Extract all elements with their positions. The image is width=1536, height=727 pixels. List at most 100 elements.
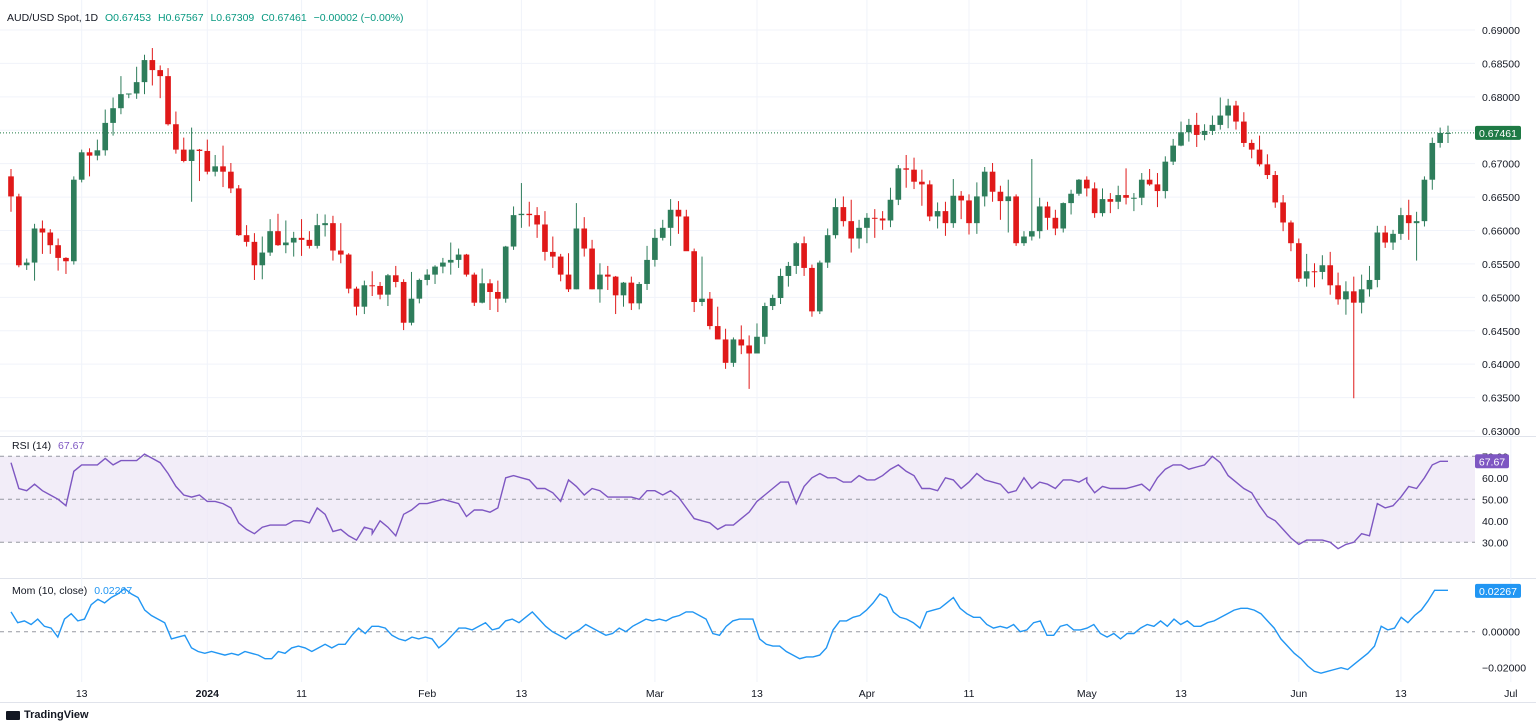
candle-body [1366,279,1373,290]
rsi-band [0,455,1475,633]
candle-body [267,231,273,253]
time-tick-label: May [1077,688,1098,700]
candle-body [730,339,737,363]
candle-body [1335,285,1341,300]
candle-body [1295,243,1302,279]
candle-body [699,298,705,303]
time-tick-label: 13 [751,688,763,700]
candle-body [1005,196,1012,202]
price-tick-label: 0.63000 [1482,426,1520,438]
close-value: C0.67461 [261,12,307,24]
candle-body [1374,232,1381,280]
candle-body [47,232,54,246]
candle-body [785,265,792,276]
candle-body [942,211,949,224]
candle-body [1068,193,1074,204]
candle-body [283,242,289,246]
time-tick-label: 13 [516,688,528,700]
candle-body [275,231,281,246]
candle-body [455,254,462,260]
candle-body [652,237,658,260]
rsi-header: RSI (14) 67.67 [12,440,84,452]
candle-body [926,184,933,217]
candle-body [188,149,195,161]
time-tick-label: Mar [646,688,665,700]
candle-body [1091,188,1098,214]
candle-body [1437,132,1443,143]
candle-body [1405,215,1412,224]
candle-body [1311,271,1318,273]
candle-body [63,257,69,262]
candle-body [1248,142,1255,150]
candle-body [746,345,752,354]
price-tick-label: 0.69000 [1482,25,1520,37]
candle-body [1083,179,1090,189]
candle-body [542,224,548,252]
tradingview-logo[interactable]: TradingView [6,709,89,721]
tradingview-logo-text: TradingView [24,709,89,721]
candle-body [353,288,360,307]
candle-body [204,150,211,172]
candle-body [526,213,533,216]
candle-body [133,82,140,94]
candle-body [306,239,313,246]
price-tick-label: 0.66000 [1482,226,1520,238]
candle-body [628,282,635,304]
candle-body [620,282,627,296]
candle-body [228,171,234,189]
candle-body [377,285,383,295]
candle-body [722,339,729,363]
rsi-tick-label: 30.00 [1482,537,1508,549]
candle-body [94,150,101,156]
candle-body [612,276,619,296]
candle-body [644,259,650,284]
candle-body [70,179,77,262]
candle-body [110,108,116,123]
price-tick-label: 0.68500 [1482,58,1520,70]
candle-body [1146,179,1153,185]
candle-body [934,211,941,217]
candle-body [1044,206,1051,218]
candle-body [966,200,972,224]
candle-body [86,152,93,156]
candle-body [1076,179,1082,194]
candle-body [1390,233,1396,243]
candle-body [887,199,894,221]
grid [0,0,1536,703]
symbol-label[interactable]: AUD/USD Spot, 1D [7,12,99,24]
candle-body [903,168,910,170]
chart-header: AUD/USD Spot, 1D O0.67453 H0.67567 L0.67… [7,12,408,24]
price-tick-label: 0.63500 [1482,393,1520,405]
candle-body [1115,195,1122,202]
candle-body [1013,196,1019,244]
last-price-label: 0.67461 [1479,128,1517,140]
candle-body [659,227,666,238]
momentum-tick-label: −0.02000 [1482,663,1526,675]
candle-body [691,251,697,303]
candle-body [440,262,446,267]
time-tick-label: 13 [1175,688,1187,700]
candle-body [487,283,493,292]
candle-body [369,285,376,287]
candle-body [777,275,784,299]
candle-body [974,196,980,224]
candle-body [1138,179,1145,198]
candle-body [157,70,164,77]
rsi-title[interactable]: RSI (14) [12,440,52,452]
price-tick-label: 0.65500 [1482,259,1520,271]
candle-body [801,243,807,268]
candle-body [573,228,580,290]
rsi-badge-label: 67.67 [1479,456,1505,468]
axes: 0.690000.685000.680000.675000.670000.665… [76,25,1526,700]
low-value: L0.67309 [210,12,255,24]
candle-body [950,195,957,224]
candle-body [895,168,902,200]
candle-body [534,215,540,225]
time-tick-label: Jul [1504,688,1517,700]
candle-body [911,169,917,182]
candle-body [251,241,258,266]
momentum-title[interactable]: Mom (10, close) [12,585,88,597]
candle-body [683,216,690,252]
time-tick-label: Apr [859,688,876,700]
